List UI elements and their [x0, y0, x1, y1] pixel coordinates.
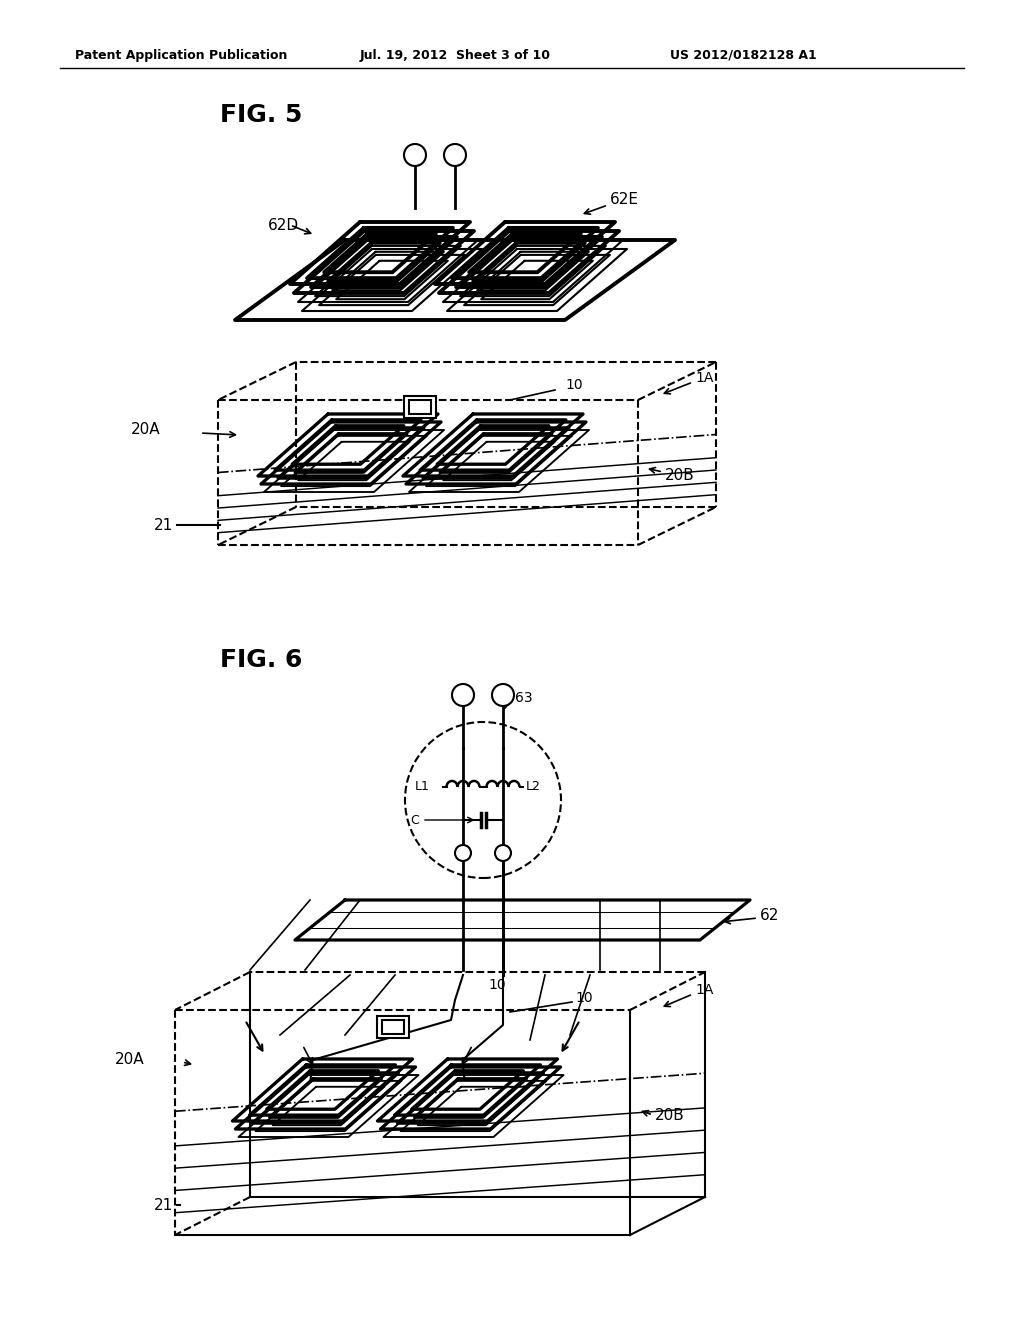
Bar — [382, 1020, 403, 1034]
Text: 1A: 1A — [695, 371, 714, 385]
Bar — [377, 1016, 409, 1038]
Text: Patent Application Publication: Patent Application Publication — [75, 49, 288, 62]
Text: 20B: 20B — [665, 467, 694, 483]
Text: FIG. 5: FIG. 5 — [220, 103, 302, 127]
Text: 1A: 1A — [695, 983, 714, 997]
Text: Jul. 19, 2012  Sheet 3 of 10: Jul. 19, 2012 Sheet 3 of 10 — [360, 49, 551, 62]
Text: 62E: 62E — [610, 193, 639, 207]
Text: FIG. 6: FIG. 6 — [220, 648, 302, 672]
Bar — [404, 396, 436, 418]
Text: US 2012/0182128 A1: US 2012/0182128 A1 — [670, 49, 817, 62]
Circle shape — [452, 684, 474, 706]
Circle shape — [404, 144, 426, 166]
Text: 20A: 20A — [116, 1052, 145, 1068]
Circle shape — [492, 684, 514, 706]
Text: L2: L2 — [526, 780, 541, 793]
Text: C: C — [410, 813, 419, 826]
Text: 10: 10 — [488, 978, 506, 993]
Text: 62D: 62D — [268, 218, 299, 232]
Text: 62: 62 — [760, 908, 779, 923]
Text: 20B: 20B — [655, 1107, 685, 1122]
Text: L1: L1 — [415, 780, 430, 793]
Circle shape — [444, 144, 466, 166]
Text: 10: 10 — [565, 378, 583, 392]
Text: 20A: 20A — [130, 422, 160, 437]
Circle shape — [495, 845, 511, 861]
Bar — [409, 400, 431, 414]
Text: 63: 63 — [515, 690, 532, 705]
Circle shape — [455, 845, 471, 861]
Text: 21: 21 — [154, 1197, 173, 1213]
Text: 10: 10 — [575, 991, 593, 1005]
Text: 21: 21 — [154, 517, 173, 532]
